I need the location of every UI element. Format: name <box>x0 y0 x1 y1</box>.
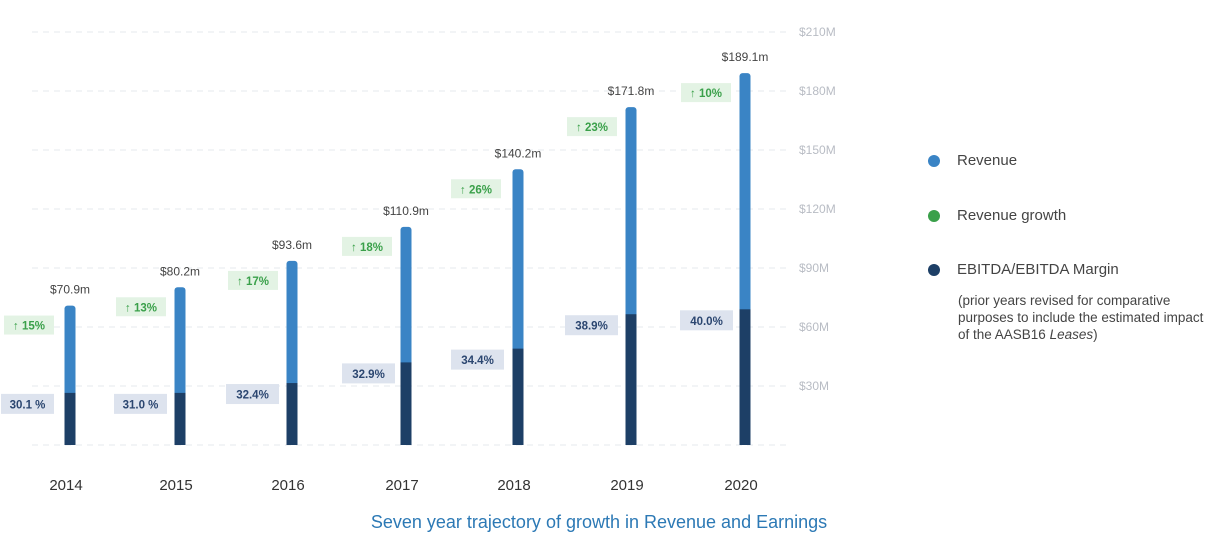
growth-label: ↑ 18% <box>351 242 383 254</box>
chart-caption: Seven year trajectory of growth in Reven… <box>370 512 828 532</box>
margin-box <box>565 315 618 336</box>
growth-label: ↑ 23% <box>576 122 608 134</box>
growth-label: ↑ 13% <box>125 302 157 314</box>
margin-box <box>680 310 733 331</box>
margin-box <box>114 393 167 414</box>
margin-label: 32.4% <box>236 390 269 402</box>
margin-label: 40.0% <box>690 316 723 328</box>
revenue-value-label: $189.1m <box>722 50 769 64</box>
legend-label-growth: Revenue growth <box>957 207 1067 224</box>
growth-box <box>681 83 731 103</box>
y-tick-label: $60M <box>799 320 829 334</box>
y-tick-label: $120M <box>799 202 836 216</box>
ebitda-bar <box>625 314 637 445</box>
x-tick-label: 2014 <box>49 477 82 494</box>
margin-label: 31.0 % <box>123 399 159 411</box>
ebitda-bar <box>512 348 524 445</box>
ebitda-bar <box>286 383 298 445</box>
growth-box <box>567 117 617 137</box>
ebitda-dot-icon <box>928 263 940 276</box>
legend-item-revenue: Revenue <box>928 152 1017 169</box>
x-tick-label: 2016 <box>271 477 304 494</box>
revenue-value-label: $140.2m <box>495 146 542 160</box>
revenue-value-label: $93.6m <box>272 238 312 252</box>
margin-label: 32.9% <box>352 369 385 381</box>
ebitda-bar <box>174 392 186 445</box>
y-tick-label: $150M <box>799 143 836 157</box>
legend-note: (prior years revised for comparative pur… <box>958 292 1209 343</box>
growth-label: ↑ 10% <box>690 88 722 100</box>
revenue-value-label: $110.9m <box>383 204 429 218</box>
y-tick-label: $30M <box>799 379 829 393</box>
revenue-value-label: $70.9m <box>50 283 90 297</box>
legend-note-suffix: ) <box>1093 327 1098 342</box>
growth-dot-icon <box>928 209 940 222</box>
margin-box <box>1 393 54 414</box>
x-tick-label: 2018 <box>497 477 530 494</box>
legend-item-growth: Revenue growth <box>928 207 1066 224</box>
margin-box <box>226 384 279 405</box>
growth-box <box>451 179 501 199</box>
ebitda-bar <box>64 392 76 445</box>
growth-box <box>116 297 166 317</box>
x-tick-label: 2020 <box>724 477 757 494</box>
margin-label: 38.9% <box>575 321 608 333</box>
revenue-dot-icon <box>928 154 940 167</box>
legend-note-italic: Leases <box>1049 327 1094 342</box>
growth-box <box>228 270 278 290</box>
y-tick-label: $210M <box>799 25 836 39</box>
margin-box <box>342 363 395 384</box>
legend-label-revenue: Revenue <box>957 152 1018 169</box>
legend-label-ebitda: EBITDA/EBITDA Margin <box>957 261 1119 278</box>
x-tick-label: 2019 <box>610 477 643 494</box>
x-tick-label: 2015 <box>159 477 192 494</box>
margin-label: 30.1 % <box>10 399 46 411</box>
growth-label: ↑ 17% <box>237 276 269 288</box>
legend-item-ebitda: EBITDA/EBITDA Margin <box>928 261 1119 278</box>
ebitda-bar <box>739 309 751 445</box>
x-tick-label: 2017 <box>385 477 418 494</box>
growth-box <box>342 236 392 256</box>
margin-label: 34.4% <box>461 355 494 367</box>
ebitda-bar <box>400 362 412 445</box>
revenue-value-label: $171.8m <box>608 84 655 98</box>
margin-box <box>451 349 504 370</box>
growth-label: ↑ 26% <box>460 184 492 196</box>
revenue-value-label: $80.2m <box>160 264 200 278</box>
growth-box <box>4 315 54 335</box>
y-tick-label: $90M <box>799 261 829 275</box>
y-tick-label: $180M <box>799 84 836 98</box>
growth-label: ↑ 15% <box>13 321 45 333</box>
legend-note-text: (prior years revised for comparative pur… <box>958 293 1204 342</box>
